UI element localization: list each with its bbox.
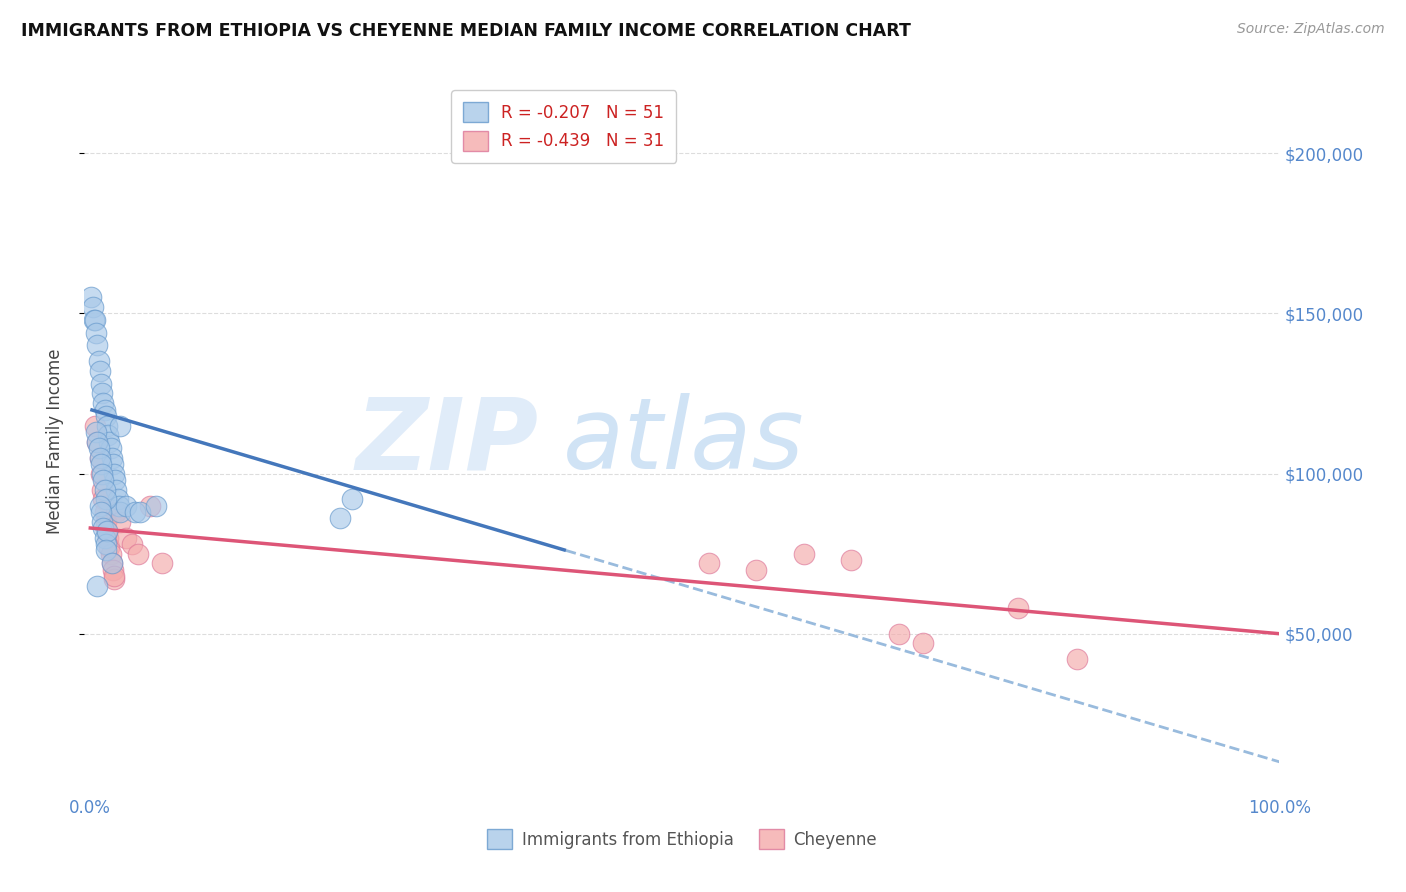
Point — [105, 505, 128, 519]
Point — [89, 450, 111, 465]
Point — [90, 457, 112, 471]
Point — [103, 467, 125, 481]
Point — [101, 563, 124, 577]
Point — [98, 541, 121, 555]
Point — [100, 556, 122, 570]
Point — [101, 457, 124, 471]
Point — [100, 547, 122, 561]
Point — [90, 505, 112, 519]
Point — [94, 515, 117, 529]
Point — [82, 300, 104, 314]
Point — [91, 467, 114, 481]
Point — [91, 483, 114, 497]
Point — [86, 434, 108, 449]
Point — [104, 473, 127, 487]
Point — [108, 515, 131, 529]
Point — [115, 499, 138, 513]
Point — [89, 364, 111, 378]
Point — [93, 402, 115, 417]
Point — [89, 450, 111, 465]
Point — [107, 492, 129, 507]
Point — [150, 556, 173, 570]
Point — [793, 547, 815, 561]
Point — [1066, 652, 1088, 666]
Point — [115, 531, 138, 545]
Point — [84, 326, 107, 340]
Point — [1007, 601, 1029, 615]
Point — [90, 376, 112, 391]
Point — [108, 499, 131, 513]
Point — [87, 441, 110, 455]
Point — [84, 425, 107, 439]
Point — [887, 626, 910, 640]
Text: Source: ZipAtlas.com: Source: ZipAtlas.com — [1237, 22, 1385, 37]
Point — [86, 434, 108, 449]
Point — [911, 636, 934, 650]
Point — [94, 537, 117, 551]
Point — [745, 563, 768, 577]
Point — [91, 515, 114, 529]
Point — [100, 556, 122, 570]
Point — [90, 467, 112, 481]
Point — [93, 505, 115, 519]
Point — [80, 290, 103, 304]
Point — [87, 354, 110, 368]
Point — [96, 524, 118, 539]
Point — [329, 511, 352, 525]
Point — [96, 418, 118, 433]
Point — [93, 521, 115, 535]
Point — [121, 537, 143, 551]
Point — [83, 313, 105, 327]
Point — [108, 418, 131, 433]
Point — [97, 531, 120, 545]
Point — [145, 499, 167, 513]
Point — [93, 396, 115, 410]
Text: ZIP: ZIP — [356, 393, 538, 490]
Point — [105, 483, 128, 497]
Text: atlas: atlas — [562, 393, 804, 490]
Point — [91, 386, 114, 401]
Point — [84, 418, 107, 433]
Point — [84, 313, 107, 327]
Text: N = 31: N = 31 — [557, 135, 619, 153]
Y-axis label: Median Family Income: Median Family Income — [45, 349, 63, 534]
Point — [139, 499, 162, 513]
Point — [129, 505, 152, 519]
Point — [86, 338, 108, 352]
Point — [124, 505, 146, 519]
Text: R = -0.207: R = -0.207 — [456, 104, 544, 123]
Point — [841, 553, 863, 567]
Point — [96, 524, 118, 539]
Point — [94, 409, 117, 423]
Point — [93, 473, 115, 487]
Point — [93, 531, 115, 545]
Point — [93, 492, 115, 507]
Point — [103, 572, 125, 586]
Point — [340, 492, 363, 507]
Point — [108, 505, 131, 519]
Point — [94, 492, 117, 507]
Point — [697, 556, 720, 570]
Point — [86, 579, 108, 593]
Point — [94, 543, 117, 558]
Text: R = -0.439: R = -0.439 — [456, 135, 544, 153]
Point — [103, 569, 125, 583]
Legend: Immigrants from Ethiopia, Cheyenne: Immigrants from Ethiopia, Cheyenne — [479, 822, 884, 856]
Point — [93, 483, 115, 497]
Point — [100, 441, 122, 455]
Point — [127, 547, 149, 561]
Point — [97, 428, 120, 442]
Text: IMMIGRANTS FROM ETHIOPIA VS CHEYENNE MEDIAN FAMILY INCOME CORRELATION CHART: IMMIGRANTS FROM ETHIOPIA VS CHEYENNE MED… — [21, 22, 911, 40]
Point — [89, 499, 111, 513]
Text: N = 51: N = 51 — [557, 104, 619, 123]
Point — [100, 450, 122, 465]
Point — [98, 434, 121, 449]
